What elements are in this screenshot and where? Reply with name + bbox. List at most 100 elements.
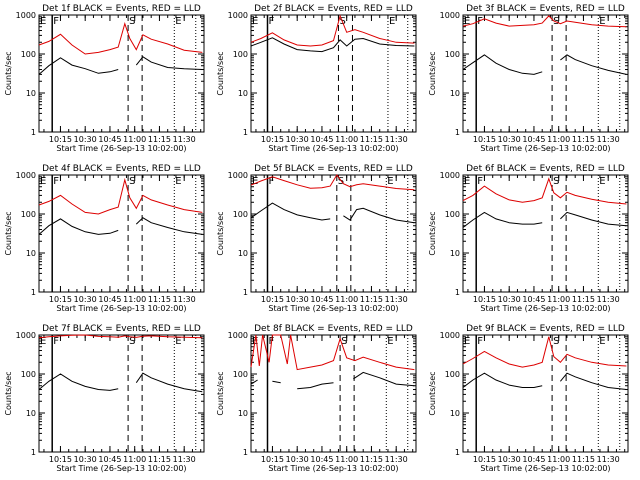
x-tick-label: 11:30 [385,135,408,144]
x-tick-label: 11:15 [360,455,383,464]
marker-label-e: E [464,336,470,347]
marker-label-e: E [175,176,181,187]
marker-label-e: E [464,176,470,187]
x-tick-label: 11:00 [547,295,570,304]
series-events-line [462,211,627,228]
x-tick-label: 10:45 [522,295,545,304]
x-tick-label: 10:30 [498,295,521,304]
y-tick-label: 10 [26,249,36,258]
x-tick-label: 11:15 [148,455,171,464]
y-tick-label: 1 [31,128,36,137]
y-tick-label: 10 [26,89,36,98]
marker-label-e: E [599,16,605,27]
y-tick-label: 1000 [16,331,36,340]
x-tick-label: 10:45 [98,295,121,304]
y-tick-label: 10 [238,249,248,258]
panel-title: Det 7f BLACK = Events, RED = LLD [42,324,201,334]
plot-frame [462,174,629,293]
panel-1: Det 1f BLACK = Events, RED = LLD 1 10 100 10… [4,4,205,153]
x-tick-label: 10:30 [74,455,97,464]
x-tick-label: 11:00 [335,455,358,464]
y-axis-label: Counts/sec [216,211,225,255]
marker-label-s: S [129,16,135,27]
marker-label-s: S [338,176,344,187]
x-axis-label: Start Time (26-Sep-13 10:02:00) [56,144,186,153]
panel-title: Det 2f BLACK = Events, RED = LLD [254,4,413,14]
y-tick-label: 10 [450,249,460,258]
y-tick-label: 10 [450,409,460,418]
y-tick-label: 10 [238,409,248,418]
series-lld-line [250,174,415,191]
x-axis-label: Start Time (26-Sep-13 10:02:00) [56,304,186,313]
y-axis-label: Counts/sec [4,371,13,415]
series-events-line [462,372,627,390]
x-tick-label: 11:00 [123,455,146,464]
marker-label-e: E [464,16,470,27]
series-lld-line [250,14,415,47]
series-events-line [250,37,415,53]
panel-title: Det 5f BLACK = Events, RED = LLD [254,164,413,174]
y-tick-label: 1 [243,128,248,137]
series-events-line [38,217,203,235]
y-tick-label: 10 [26,409,36,418]
y-tick-label: 1000 [440,331,460,340]
x-tick-label: 10:45 [310,455,333,464]
x-tick-label: 10:30 [286,295,309,304]
y-tick-label: 100 [21,370,36,379]
panel-title: Det 1f BLACK = Events, RED = LLD [42,4,201,14]
x-tick-label: 10:30 [498,135,521,144]
series-events-line [250,371,415,390]
x-tick-label: 11:00 [547,135,570,144]
x-tick-label: 10:15 [261,455,284,464]
x-tick-label: 10:30 [286,135,309,144]
y-tick-label: 100 [233,370,248,379]
y-tick-label: 1000 [228,331,248,340]
plot-frame [462,334,629,453]
x-tick-label: 10:15 [261,135,284,144]
x-tick-label: 11:30 [597,135,620,144]
x-tick-label: 10:45 [310,295,333,304]
marker-label-f: F [477,336,483,347]
plot-frame [250,174,417,293]
x-tick-label: 11:00 [123,295,146,304]
panel-title: Det 8f BLACK = Events, RED = LLD [254,324,413,334]
series-lld-line [462,336,627,368]
y-axis-label: Counts/sec [4,51,13,95]
x-tick-label: 11:15 [148,295,171,304]
x-axis-label: Start Time (26-Sep-13 10:02:00) [268,304,398,313]
marker-label-f: F [269,176,275,187]
y-axis-label: Counts/sec [4,211,13,255]
marker-label-e: E [599,336,605,347]
x-tick-label: 11:15 [572,295,595,304]
panel-title: Det 9f BLACK = Events, RED = LLD [466,324,625,334]
y-tick-label: 1 [31,448,36,457]
y-tick-label: 100 [21,50,36,59]
x-tick-label: 11:15 [572,455,595,464]
panel-title: Det 6f BLACK = Events, RED = LLD [466,164,625,174]
x-tick-label: 11:00 [335,135,358,144]
panel-title: Det 3f BLACK = Events, RED = LLD [466,4,625,14]
y-tick-label: 10 [238,89,248,98]
marker-label-s: S [553,176,559,187]
x-tick-label: 11:30 [385,455,408,464]
x-tick-label: 11:30 [173,455,196,464]
x-tick-label: 10:30 [498,455,521,464]
plot-frame [38,174,205,293]
x-tick-label: 11:15 [572,135,595,144]
panel-9: Det 9f BLACK = Events, RED = LLD 1 10 100 10… [428,324,629,473]
marker-label-e: E [40,336,46,347]
marker-label-s: S [129,176,135,187]
x-tick-label: 11:15 [360,135,383,144]
y-axis-label: Counts/sec [216,51,225,95]
y-tick-label: 10 [450,89,460,98]
series-events-line [38,56,203,75]
x-tick-label: 10:45 [522,135,545,144]
marker-label-f: F [269,16,275,27]
x-tick-label: 11:30 [173,135,196,144]
plot-frame [38,334,205,453]
panel-4: Det 4f BLACK = Events, RED = LLD 1 10 100 10… [4,164,205,313]
y-tick-label: 1 [243,448,248,457]
marker-label-e: E [387,176,393,187]
y-tick-label: 1000 [16,171,36,180]
marker-label-s: S [553,336,559,347]
